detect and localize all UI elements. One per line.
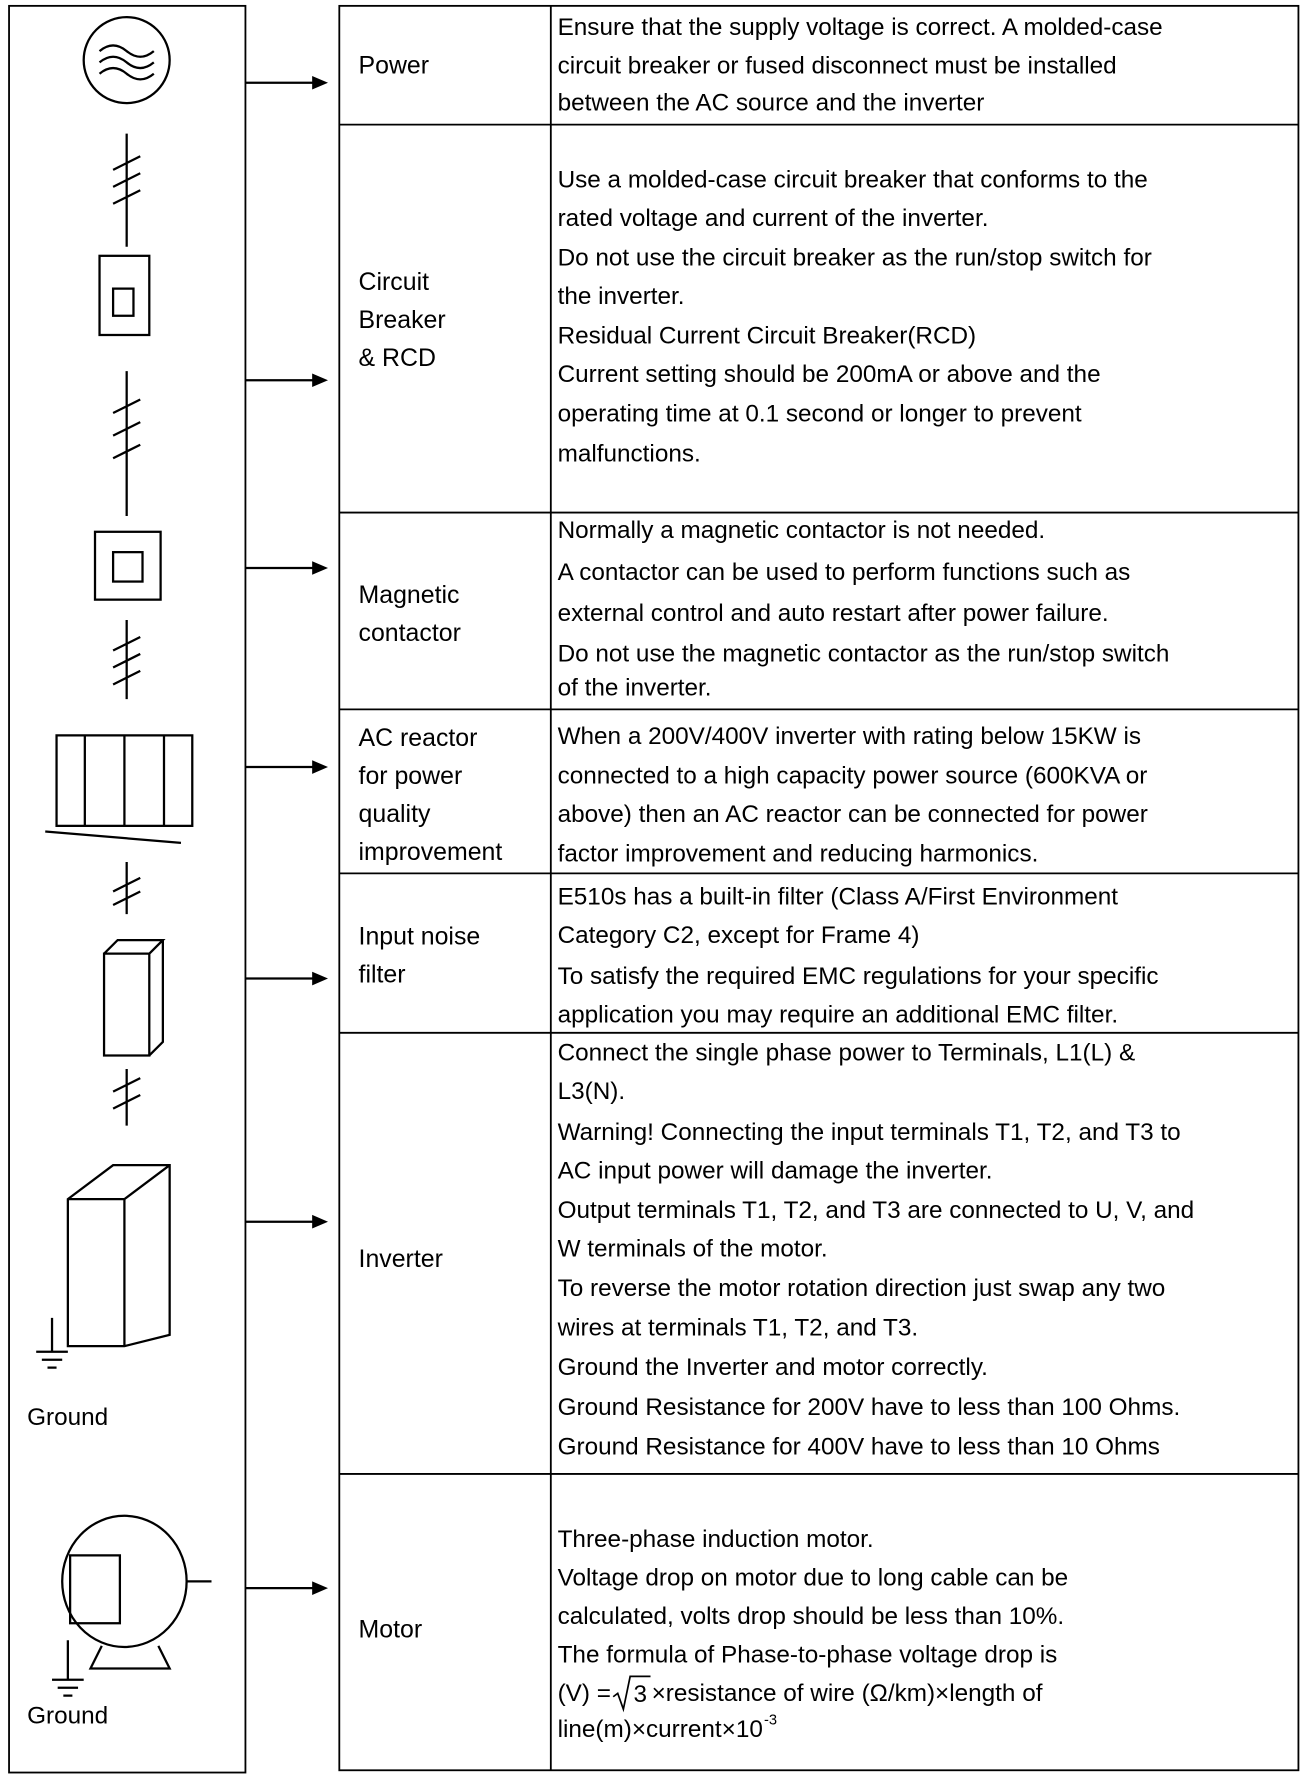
ac-source-icon xyxy=(82,16,171,105)
row-text: Ground Resistance for 200V have to less … xyxy=(558,1394,1181,1421)
row-text: application you may require an additiona… xyxy=(558,1001,1118,1028)
motor-box xyxy=(68,1554,122,1625)
ground-symbol xyxy=(36,1317,68,1369)
row-text: Do not use the magnetic contactor as the… xyxy=(558,640,1170,667)
row-text: wires at terminals T1, T2, and T3. xyxy=(557,1315,919,1342)
row-label: Input noise xyxy=(359,923,481,951)
reactor-coils xyxy=(45,735,182,844)
row-text: Connect the single phase power to Termin… xyxy=(558,1040,1136,1067)
row-text: circuit breaker or fused disconnect must… xyxy=(558,52,1117,79)
row-text: L3(N). xyxy=(558,1078,626,1105)
arrow-head xyxy=(312,1581,328,1595)
filter-icon xyxy=(102,938,166,1057)
row-text: of the inverter. xyxy=(558,674,712,701)
ac-wave xyxy=(98,44,155,81)
left-panel xyxy=(8,4,247,1774)
row-text: AC input power will damage the inverter. xyxy=(558,1157,993,1184)
arrow-head xyxy=(312,561,328,575)
ground-symbol xyxy=(52,1640,84,1697)
formula-radicand: 3 xyxy=(634,1681,648,1708)
row-text: When a 200V/400V inverter with rating be… xyxy=(558,723,1141,750)
wire-symbol xyxy=(112,1069,141,1126)
row-label: Breaker xyxy=(359,306,446,334)
row-text: external control and auto restart after … xyxy=(558,600,1109,627)
formula-line2: line(m)×current×10 xyxy=(558,1716,763,1743)
row-label: contactor xyxy=(359,619,461,647)
sqrt-sign xyxy=(612,1675,651,1713)
row-text: Normally a magnetic contactor is not nee… xyxy=(558,517,1046,544)
arrow-head xyxy=(312,1214,328,1229)
row-text: Category C2, except for Frame 4) xyxy=(558,922,920,949)
row-text: Use a molded-case circuit breaker that c… xyxy=(558,167,1148,194)
row-text: Ground the Inverter and motor correctly. xyxy=(558,1354,988,1381)
row-text: rated voltage and current of the inverte… xyxy=(558,205,989,232)
row-text: malfunctions. xyxy=(558,440,701,467)
row-label: filter xyxy=(359,961,406,989)
row-label: Inverter xyxy=(359,1245,443,1273)
row-text: Ensure that the supply voltage is correc… xyxy=(558,14,1163,41)
contactor-window xyxy=(111,551,144,583)
icons xyxy=(36,16,212,1697)
wire-symbol xyxy=(112,862,141,915)
wire-symbol xyxy=(112,620,141,700)
row-text: operating time at 0.1 second or longer t… xyxy=(558,401,1082,428)
wire-symbol xyxy=(112,371,141,516)
inverter-icon xyxy=(66,1164,171,1348)
row-text: Warning! Connecting the input terminals … xyxy=(558,1119,1181,1146)
row-text: A contactor can be used to perform funct… xyxy=(558,559,1131,586)
row-text: To reverse the motor rotation direction … xyxy=(558,1275,1166,1302)
row-text: Voltage drop on motor due to long cable … xyxy=(558,1565,1069,1592)
formula-exponent: -3 xyxy=(764,1712,777,1728)
contactor-icon xyxy=(93,530,162,601)
row-text: The formula of Phase-to-phase voltage dr… xyxy=(558,1641,1058,1668)
row-text: Three-phase induction motor. xyxy=(558,1526,874,1553)
row-text: Output terminals T1, T2, and T3 are conn… xyxy=(558,1197,1195,1224)
row-label: Power xyxy=(359,52,430,80)
row-text: Do not use the circuit breaker as the ru… xyxy=(558,245,1152,272)
row-text: connected to a high capacity power sourc… xyxy=(558,763,1148,790)
row-label: Circuit xyxy=(359,268,430,296)
row-label: improvement xyxy=(359,838,503,866)
arrow-head xyxy=(312,971,328,986)
motor-shaft xyxy=(88,1580,212,1670)
wire-symbol xyxy=(112,133,141,247)
row-text: E510s has a built-in filter (Class A/Fir… xyxy=(558,884,1119,911)
row-text: Ground Resistance for 400V have to less … xyxy=(558,1433,1160,1460)
row-text: between the AC source and the inverter xyxy=(558,90,985,117)
row-text: Residual Current Circuit Breaker(RCD) xyxy=(558,323,977,350)
arrow-head xyxy=(312,373,328,388)
row-label: quality xyxy=(359,800,431,828)
row-label: Magnetic xyxy=(359,581,460,609)
arrow-head xyxy=(312,760,328,774)
row-text: To satisfy the required EMC regulations … xyxy=(558,963,1159,990)
breaker-switch xyxy=(111,287,135,317)
motor-icon xyxy=(61,1514,188,1649)
ground-label: Ground xyxy=(27,1404,108,1431)
row-label: & RCD xyxy=(359,344,436,372)
row-text: calculated, volts drop should be less th… xyxy=(558,1603,1065,1630)
breaker-icon xyxy=(98,254,151,337)
formula-rest: ×resistance of wire (Ω/km)×length of xyxy=(652,1680,1043,1707)
arrow-head xyxy=(312,75,328,90)
row-text: factor improvement and reducing harmonic… xyxy=(558,841,1039,868)
row-label: Motor xyxy=(359,1616,423,1644)
row-label: for power xyxy=(359,762,463,790)
formula-prefix: (V) = xyxy=(558,1680,611,1707)
row-text: W terminals of the motor. xyxy=(558,1235,828,1262)
row-text: Current setting should be 200mA or above… xyxy=(558,361,1101,388)
row-text: the inverter. xyxy=(558,283,685,310)
ground-label: Ground xyxy=(27,1703,108,1730)
row-label: AC reactor xyxy=(359,724,478,752)
table-border xyxy=(338,4,1300,1772)
row-text: above) then an AC reactor can be connect… xyxy=(558,801,1148,828)
